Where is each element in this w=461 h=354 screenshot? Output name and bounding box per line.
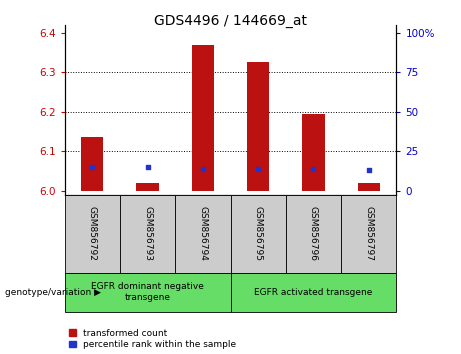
Bar bbox=[136, 183, 159, 191]
Text: EGFR dominant negative
transgene: EGFR dominant negative transgene bbox=[91, 282, 204, 302]
Text: GSM856794: GSM856794 bbox=[198, 206, 207, 261]
Bar bbox=[65, 273, 230, 312]
Text: GSM856792: GSM856792 bbox=[88, 206, 97, 261]
Text: EGFR activated transgene: EGFR activated transgene bbox=[254, 287, 372, 297]
Text: GSM856793: GSM856793 bbox=[143, 206, 152, 261]
Bar bbox=[230, 195, 286, 273]
Bar bbox=[358, 183, 380, 191]
Bar bbox=[302, 114, 325, 191]
Point bbox=[310, 166, 317, 171]
Text: GSM856796: GSM856796 bbox=[309, 206, 318, 261]
Bar bbox=[230, 273, 396, 312]
Legend: transformed count, percentile rank within the sample: transformed count, percentile rank withi… bbox=[69, 329, 236, 349]
Bar bbox=[341, 195, 396, 273]
Point bbox=[89, 164, 96, 170]
Bar bbox=[286, 195, 341, 273]
Point bbox=[199, 166, 207, 171]
Bar bbox=[81, 137, 103, 191]
Point bbox=[144, 164, 151, 170]
Point bbox=[254, 166, 262, 171]
Text: GDS4496 / 144669_at: GDS4496 / 144669_at bbox=[154, 14, 307, 28]
Bar bbox=[247, 62, 269, 191]
Text: GSM856795: GSM856795 bbox=[254, 206, 263, 261]
Bar bbox=[175, 195, 230, 273]
Bar bbox=[65, 195, 120, 273]
Text: genotype/variation ▶: genotype/variation ▶ bbox=[5, 287, 100, 297]
Bar bbox=[120, 195, 175, 273]
Point bbox=[365, 167, 372, 173]
Text: GSM856797: GSM856797 bbox=[364, 206, 373, 261]
Bar bbox=[192, 45, 214, 191]
